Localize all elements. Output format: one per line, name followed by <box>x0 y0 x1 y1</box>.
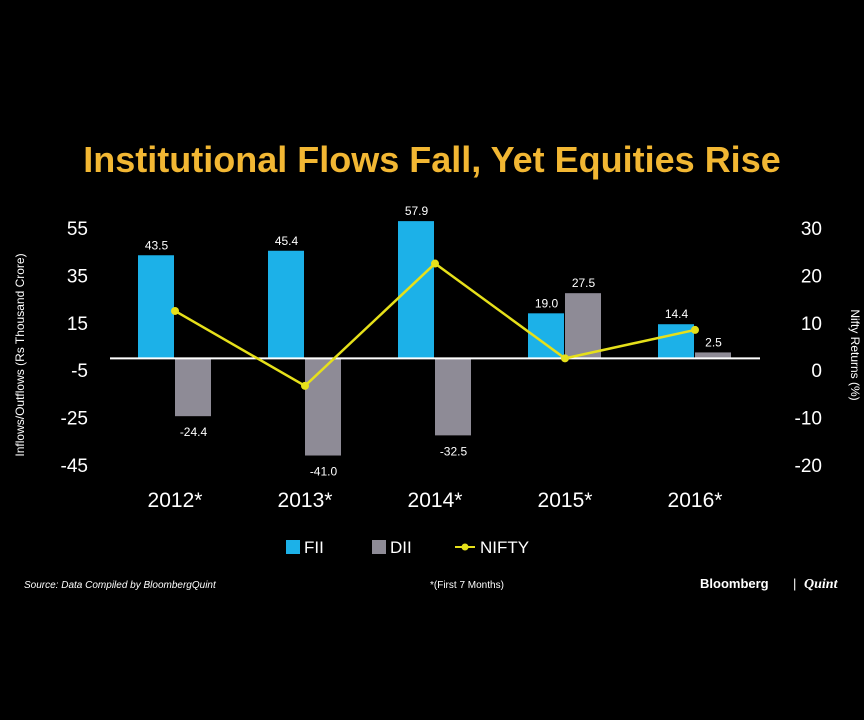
left-tick-label: -5 <box>71 361 88 382</box>
legend-fii-swatch <box>286 540 300 554</box>
fii-value-label: 19.0 <box>535 296 559 310</box>
x-tick-label: 2016* <box>668 489 723 512</box>
brand-quint: Quint <box>804 577 839 592</box>
legend-nifty-label: NIFTY <box>480 538 529 557</box>
nifty-line-series <box>171 259 699 390</box>
brand-bloomberg: Bloomberg <box>700 576 769 591</box>
right-tick-label: 0 <box>811 361 822 382</box>
x-tick-label: 2012* <box>148 489 203 512</box>
nifty-point <box>691 325 699 334</box>
dii-value-label: 27.5 <box>572 276 596 290</box>
left-tick-label: 35 <box>67 266 88 287</box>
bars <box>138 221 731 456</box>
fii-bar <box>658 324 694 359</box>
dii-value-label: 2.5 <box>705 335 722 349</box>
source-note: Source: Data Compiled by BloombergQuint <box>24 580 217 591</box>
nifty-point <box>171 306 179 315</box>
fii-value-label: 43.5 <box>145 238 169 252</box>
x-axis-ticks: 2012* 2013* 2014* 2015* 2016* <box>148 489 723 512</box>
x-tick-label: 2013* <box>278 489 333 512</box>
left-axis-ticks: 55 35 15 -5 -25 -45 <box>61 219 88 477</box>
dii-bar <box>175 358 211 417</box>
right-tick-label: 10 <box>801 314 822 335</box>
legend: FII DII NIFTY <box>286 538 529 557</box>
legend-fii-label: FII <box>304 538 324 557</box>
right-axis-ticks: 30 20 10 0 -10 -20 <box>795 219 822 477</box>
bar-value-labels: 43.5 -24.4 45.4 -41.0 57.9 -32.5 19.0 27.5 14.4 2… <box>145 204 722 478</box>
fii-value-label: 14.4 <box>665 307 689 321</box>
dii-value-label: -32.5 <box>440 444 468 458</box>
left-tick-label: -25 <box>61 409 88 430</box>
dii-bar <box>305 358 341 456</box>
left-tick-label: -45 <box>61 456 88 477</box>
nifty-point <box>431 259 439 268</box>
fii-value-label: 45.4 <box>275 234 299 248</box>
right-axis-label: Nifty Returns (%) <box>848 309 862 400</box>
chart-title: Institutional Flows Fall, Yet Equities R… <box>83 139 780 180</box>
right-tick-label: 30 <box>801 219 822 240</box>
left-tick-label: 15 <box>67 314 88 335</box>
x-tick-label: 2014* <box>408 489 463 512</box>
dii-value-label: -24.4 <box>180 425 208 439</box>
nifty-point <box>561 354 569 363</box>
right-tick-label: -10 <box>795 409 822 430</box>
left-tick-label: 55 <box>67 219 88 240</box>
brand-separator: | <box>793 576 796 591</box>
dii-bar <box>565 293 601 359</box>
dii-bar <box>435 358 471 436</box>
months-note: *(First 7 Months) <box>430 580 504 591</box>
nifty-point <box>301 381 309 390</box>
fii-bar <box>138 255 174 359</box>
right-tick-label: 20 <box>801 266 822 287</box>
left-axis-label: Inflows/Outflows (Rs Thousand Crore) <box>13 253 27 456</box>
legend-nifty-marker <box>461 543 469 551</box>
dii-bar <box>695 352 731 359</box>
legend-dii-swatch <box>372 540 386 554</box>
legend-dii-label: DII <box>390 538 412 557</box>
fii-value-label: 57.9 <box>405 204 429 218</box>
fii-bar <box>268 250 304 359</box>
right-tick-label: -20 <box>795 456 822 477</box>
fii-bar <box>398 221 434 359</box>
x-tick-label: 2015* <box>538 489 593 512</box>
dii-value-label: -41.0 <box>310 465 338 479</box>
